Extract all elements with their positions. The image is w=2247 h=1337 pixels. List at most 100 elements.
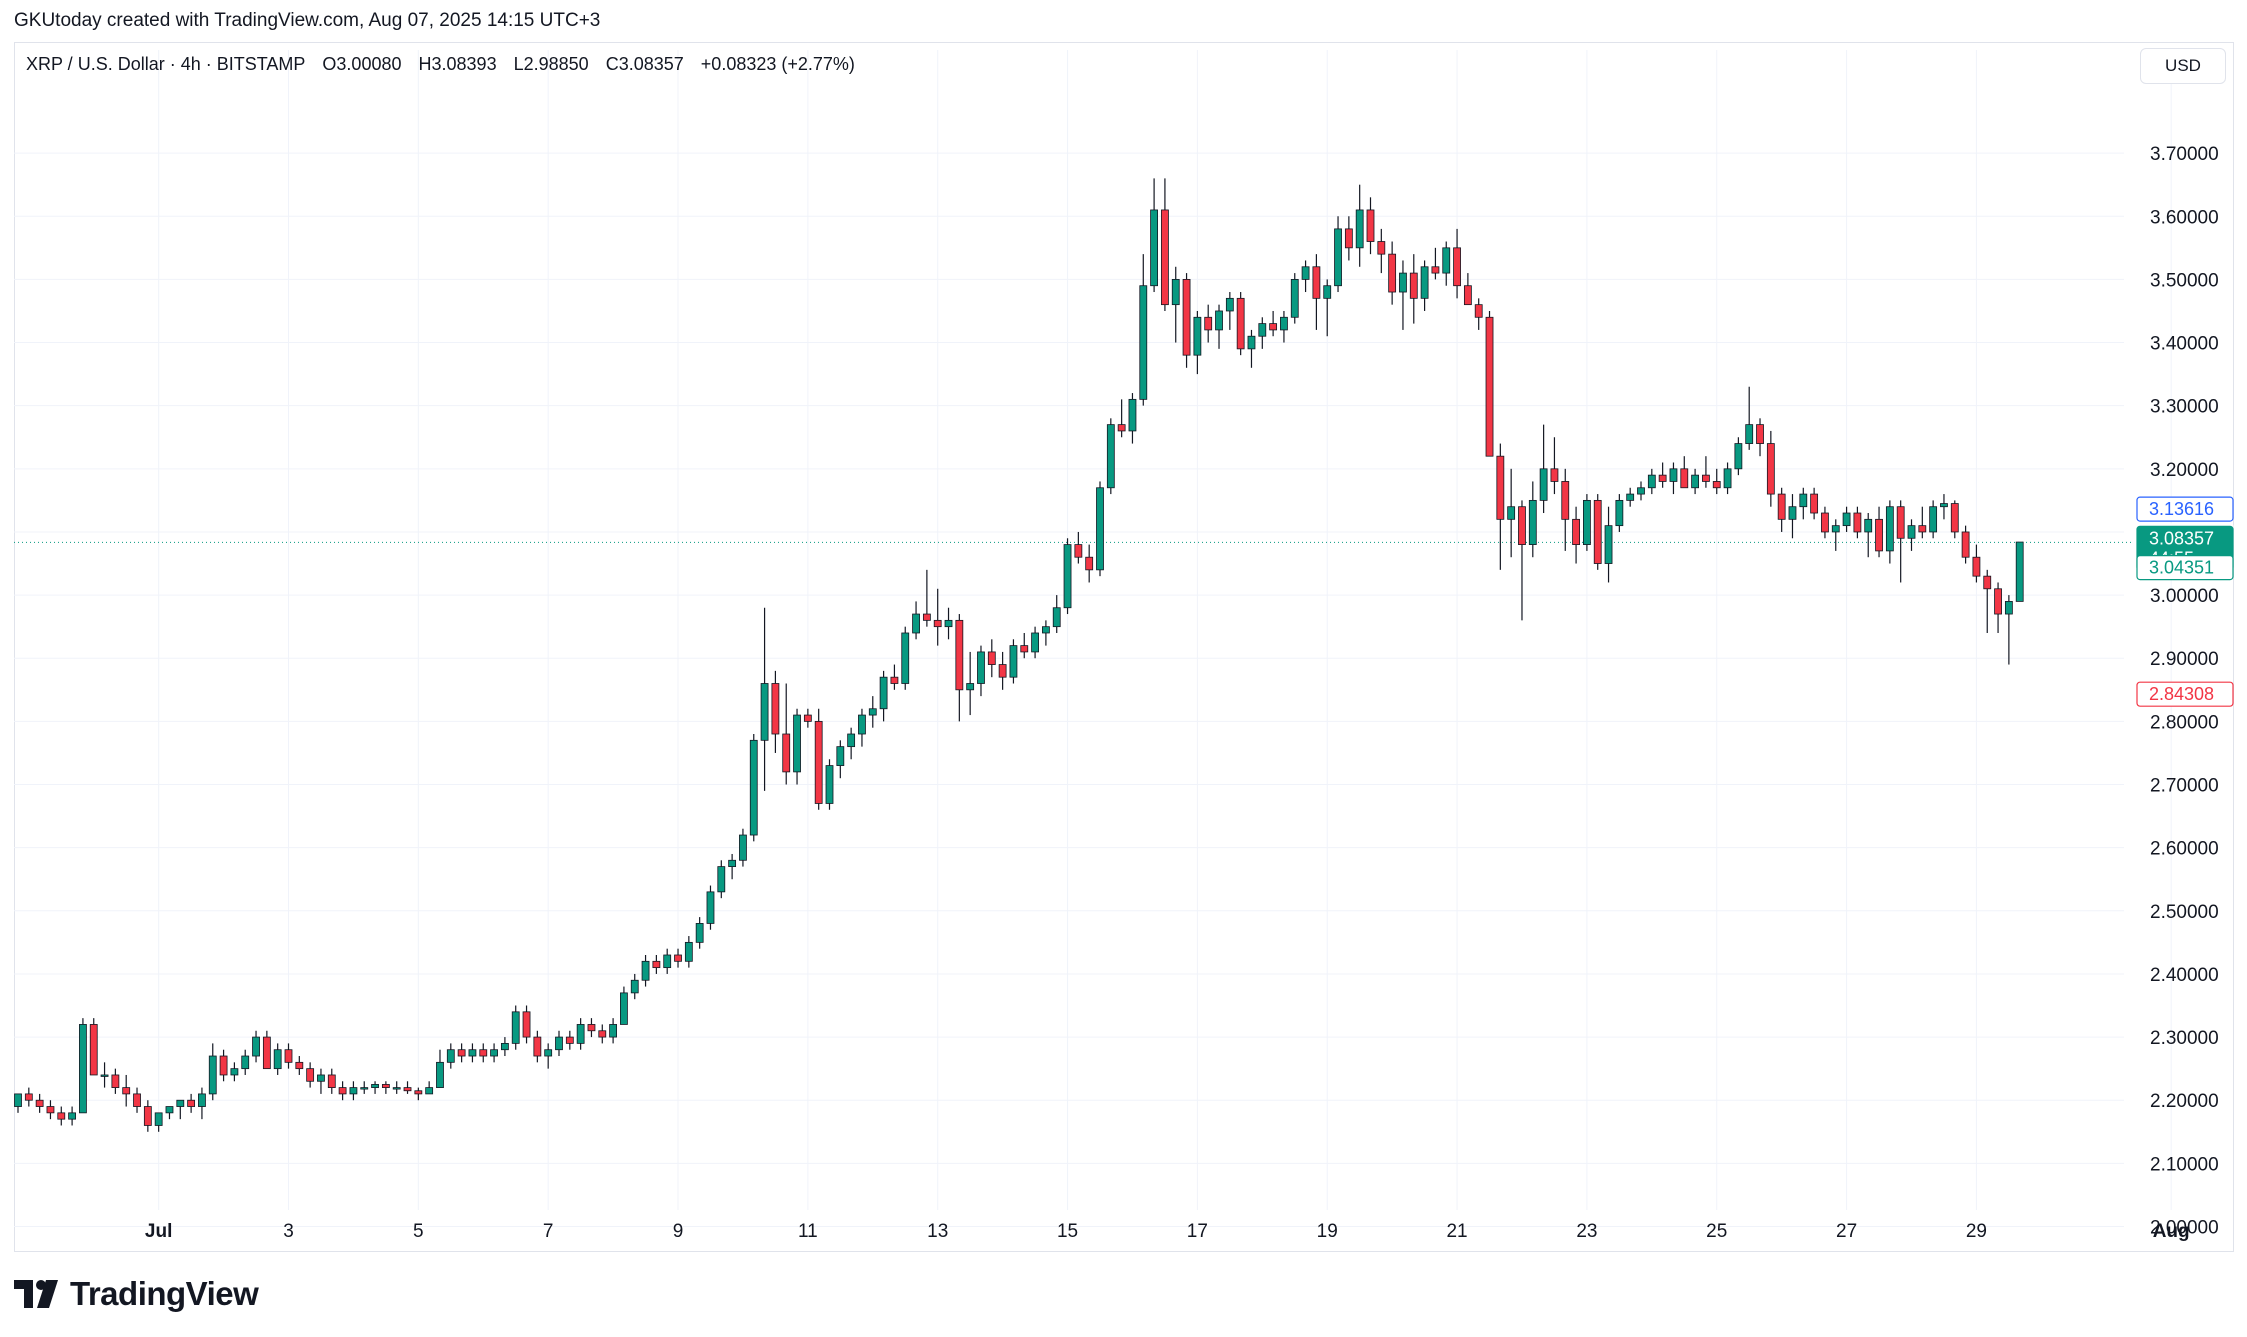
candle-up	[695, 923, 704, 943]
candle-down	[1593, 499, 1602, 564]
candle-up	[1323, 285, 1332, 299]
candle-up	[1864, 518, 1873, 533]
candle-down	[1409, 272, 1418, 299]
x-tick-label: 13	[927, 1221, 948, 1242]
candle-up	[1799, 493, 1808, 508]
candle-down	[1572, 518, 1580, 545]
candle-up	[317, 1074, 325, 1082]
legend-change: +0.08323 (+2.77%)	[700, 54, 855, 74]
candle-up	[1615, 499, 1624, 527]
price-marker-box	[2136, 496, 2234, 522]
candle-down	[1712, 481, 1721, 489]
candle-up	[1907, 525, 1916, 539]
axes: 3.70000 3.60000 3.50000 3.40000 3.30000 3.200…	[145, 144, 2219, 1242]
candle-up	[1052, 607, 1061, 628]
candle-up	[1420, 266, 1429, 299]
candle-up	[609, 1024, 617, 1038]
candle-down	[1961, 531, 1970, 558]
candle-up	[1063, 544, 1072, 609]
candle-up	[1745, 424, 1754, 444]
y-tick-label: 2.80000	[2150, 712, 2219, 733]
candle-down	[187, 1099, 196, 1107]
candle-up	[912, 613, 920, 634]
candle-down	[1204, 316, 1213, 331]
x-tick-label: 21	[1446, 1221, 1467, 1242]
candle-up	[1929, 506, 1938, 533]
chart-frame[interactable]	[14, 42, 2234, 1252]
candle-up	[739, 834, 747, 861]
candle-up	[1247, 335, 1256, 350]
candle-down	[89, 1024, 98, 1076]
candle-down	[1983, 575, 1992, 590]
currency-button[interactable]: USD	[2140, 48, 2226, 84]
candle-up	[847, 733, 856, 748]
candle-up	[684, 941, 693, 962]
x-tick-label: 3	[283, 1221, 294, 1242]
y-tick-label: 3.20000	[2150, 460, 2219, 481]
legend-low: L2.98850	[513, 54, 589, 74]
x-tick-label: 25	[1706, 1221, 1727, 1242]
candle-up	[1691, 474, 1699, 489]
candle-down	[284, 1049, 293, 1063]
tradingview-logo[interactable]: TradingView	[14, 1275, 259, 1312]
candle-up	[14, 1093, 22, 1107]
candle-down	[1810, 493, 1819, 514]
candle-down	[122, 1087, 131, 1095]
candle-up	[749, 739, 758, 836]
candle-up	[1734, 443, 1743, 470]
candle-up	[1539, 468, 1548, 501]
candle-down	[327, 1074, 336, 1088]
x-tick-label: 15	[1057, 1221, 1078, 1242]
candle-down	[782, 733, 791, 773]
candle-down	[35, 1099, 44, 1107]
candle-up	[1171, 278, 1180, 306]
candle-down	[1821, 512, 1829, 533]
price-marker-label: 3.08357	[2149, 528, 2214, 548]
candle-down	[1182, 278, 1191, 356]
price-marker-label: 2.84308	[2149, 684, 2214, 704]
candle-down	[890, 676, 899, 684]
candle-up	[944, 619, 953, 628]
candle-down	[1658, 474, 1667, 482]
y-tick-label: 3.60000	[2150, 207, 2219, 228]
candle-down	[1994, 588, 2002, 615]
candle-down	[522, 1011, 531, 1038]
candle-down	[814, 720, 823, 804]
y-tick-label: 2.90000	[2150, 649, 2219, 670]
candle-up	[1842, 512, 1851, 527]
candle-down	[1312, 266, 1321, 299]
candle-up	[641, 960, 650, 981]
x-tick-label: Aug	[2153, 1221, 2190, 1242]
candle-up	[706, 891, 715, 924]
price-marker-label: 3.13616	[2149, 499, 2214, 519]
candle-down	[24, 1093, 33, 1101]
x-tick-label: 27	[1836, 1221, 1857, 1242]
candle-up	[371, 1084, 379, 1088]
candle-down	[771, 683, 780, 735]
candle-down	[598, 1030, 607, 1038]
candle-up	[630, 979, 639, 994]
candle-up	[273, 1049, 282, 1070]
y-tick-label: 2.00000	[2150, 1218, 2219, 1239]
candle-up	[68, 1112, 76, 1120]
candle-down	[1474, 304, 1483, 318]
y-tick-label: 2.40000	[2150, 965, 2219, 986]
candle-down	[1236, 297, 1245, 350]
candle-down	[933, 619, 942, 628]
y-tick-label: 2.30000	[2150, 1028, 2219, 1049]
candle-down	[381, 1084, 390, 1088]
chart-credit: GKUtoday created with TradingView.com, A…	[14, 10, 601, 31]
candle-up	[825, 765, 834, 804]
candle-up	[100, 1074, 109, 1077]
candle-up	[1334, 228, 1342, 287]
candle-down	[111, 1074, 120, 1088]
candle-down	[987, 651, 996, 665]
candle-up	[1604, 525, 1613, 564]
candle-down	[533, 1036, 542, 1057]
candle-up	[468, 1049, 477, 1057]
candle-up	[879, 676, 888, 710]
candle-down	[306, 1068, 315, 1082]
candle-up	[490, 1049, 498, 1057]
ohlc-legend: XRP / U.S. Dollar · 4h · BITSTAMP O3.000…	[26, 54, 867, 75]
